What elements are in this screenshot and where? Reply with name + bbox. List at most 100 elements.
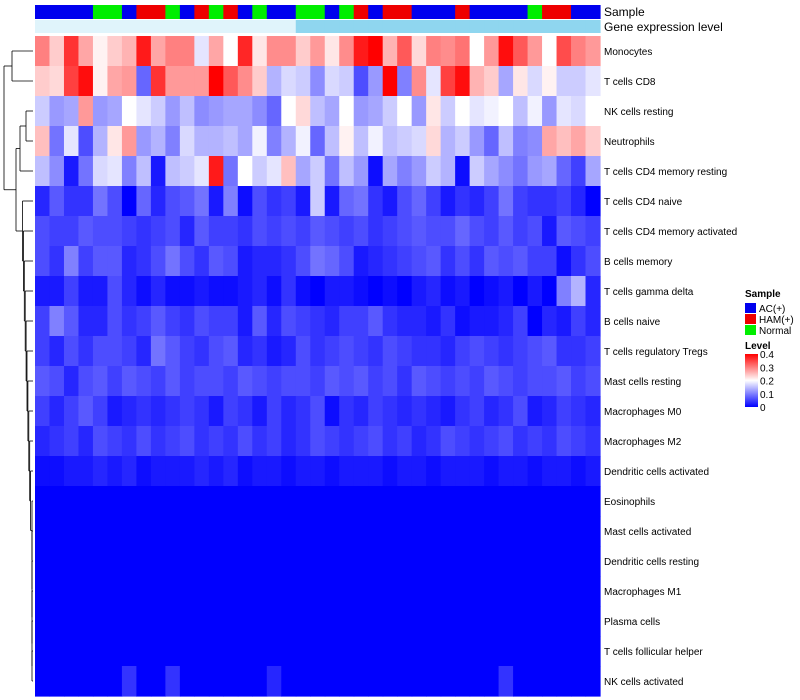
heatmap-cell	[252, 576, 268, 607]
heatmap-cell	[63, 66, 80, 97]
heatmap-cell	[556, 366, 572, 397]
heatmap-cell	[469, 666, 485, 697]
expression-annotation-cell	[165, 20, 181, 33]
heatmap-cell	[150, 396, 166, 427]
heatmap-cell	[353, 126, 369, 157]
expression-annotation-cell	[295, 20, 311, 33]
heatmap-cell	[49, 186, 65, 217]
expression-annotation-cell	[208, 20, 224, 33]
heatmap-cell	[353, 546, 369, 577]
row-label: Macrophages M1	[604, 587, 682, 598]
heatmap-cell	[469, 216, 485, 247]
heatmap-cell	[310, 36, 326, 67]
heatmap-cell	[542, 546, 558, 577]
heatmap-cell	[498, 456, 514, 487]
heatmap-cell	[136, 516, 152, 547]
expression-annotation-cell	[469, 20, 485, 33]
heatmap-cell	[542, 66, 558, 97]
heatmap-cell	[179, 426, 195, 457]
heatmap-cell	[339, 396, 355, 427]
heatmap-cell	[585, 666, 601, 697]
heatmap-cell	[426, 516, 442, 547]
heatmap-cell	[440, 426, 456, 457]
heatmap-cell	[252, 516, 268, 547]
heatmap-cell	[165, 276, 181, 307]
heatmap-cell	[382, 156, 398, 187]
heatmap-cell	[63, 546, 80, 577]
expression-annotation-cell	[252, 20, 268, 33]
heatmap-cell	[440, 186, 456, 217]
heatmap-cell	[266, 66, 282, 97]
heatmap-cell	[411, 246, 427, 277]
heatmap-cell	[513, 186, 529, 217]
heatmap-cell	[150, 306, 166, 337]
heatmap-cell	[208, 366, 224, 397]
expression-annotation-cell	[426, 20, 442, 33]
heatmap-cell	[92, 636, 109, 667]
heatmap-cell	[266, 636, 282, 667]
heatmap-cell	[35, 96, 51, 127]
heatmap-cell	[237, 426, 253, 457]
heatmap-cell	[310, 606, 326, 637]
heatmap-cell	[179, 516, 195, 547]
heatmap-cell	[63, 36, 80, 67]
heatmap-cell	[121, 336, 138, 367]
heatmap-cell	[49, 156, 65, 187]
heatmap-cell	[49, 426, 65, 457]
heatmap-cell	[585, 156, 601, 187]
heatmap-cell	[266, 216, 282, 247]
heatmap-cell	[411, 36, 427, 67]
expression-annotation-cell	[585, 20, 601, 33]
heatmap-cell	[237, 336, 253, 367]
heatmap-cell	[469, 606, 485, 637]
heatmap-cell	[411, 666, 427, 697]
heatmap-cell	[585, 516, 601, 547]
heatmap-cell	[150, 36, 166, 67]
sample-annotation-cell	[252, 5, 268, 19]
heatmap-cell	[455, 186, 471, 217]
heatmap-cell	[368, 36, 384, 67]
heatmap-cell	[411, 576, 427, 607]
heatmap-cell	[368, 606, 384, 637]
heatmap-cell	[542, 366, 558, 397]
heatmap-cell	[194, 396, 210, 427]
heatmap-cell	[266, 306, 282, 337]
heatmap-cell	[252, 396, 268, 427]
heatmap-cell	[107, 516, 123, 547]
heatmap-cell	[92, 366, 109, 397]
heatmap-cell	[121, 546, 138, 577]
heatmap-cell	[353, 336, 369, 367]
heatmap-cell	[223, 306, 239, 337]
sample-annotation-cell	[571, 5, 587, 19]
heatmap-cell	[35, 36, 51, 67]
heatmap-cell	[426, 336, 442, 367]
heatmap-cell	[165, 36, 181, 67]
heatmap-cell	[179, 666, 195, 697]
heatmap-cell	[223, 606, 239, 637]
heatmap-cell	[266, 186, 282, 217]
heatmap-cell	[440, 96, 456, 127]
heatmap-cell	[324, 426, 340, 457]
heatmap-cell	[368, 156, 384, 187]
heatmap-cell	[121, 366, 138, 397]
heatmap-cell	[194, 186, 210, 217]
heatmap-cell	[107, 396, 123, 427]
heatmap-cell	[281, 336, 297, 367]
heatmap-cell	[571, 336, 587, 367]
heatmap-cell	[585, 126, 601, 157]
heatmap-cell	[150, 246, 166, 277]
heatmap-cell	[469, 486, 485, 517]
heatmap-cell	[556, 156, 572, 187]
heatmap-cell	[498, 366, 514, 397]
heatmap-cell	[397, 246, 413, 277]
heatmap-cell	[571, 606, 587, 637]
heatmap-cell	[527, 546, 543, 577]
heatmap-cell	[339, 246, 355, 277]
heatmap-cell	[513, 216, 529, 247]
legend-entry-label: Normal	[759, 326, 791, 337]
heatmap-cell	[208, 66, 224, 97]
heatmap-cell	[353, 426, 369, 457]
heatmap-cell	[484, 36, 500, 67]
heatmap-cell	[63, 276, 80, 307]
heatmap-cell	[63, 396, 80, 427]
